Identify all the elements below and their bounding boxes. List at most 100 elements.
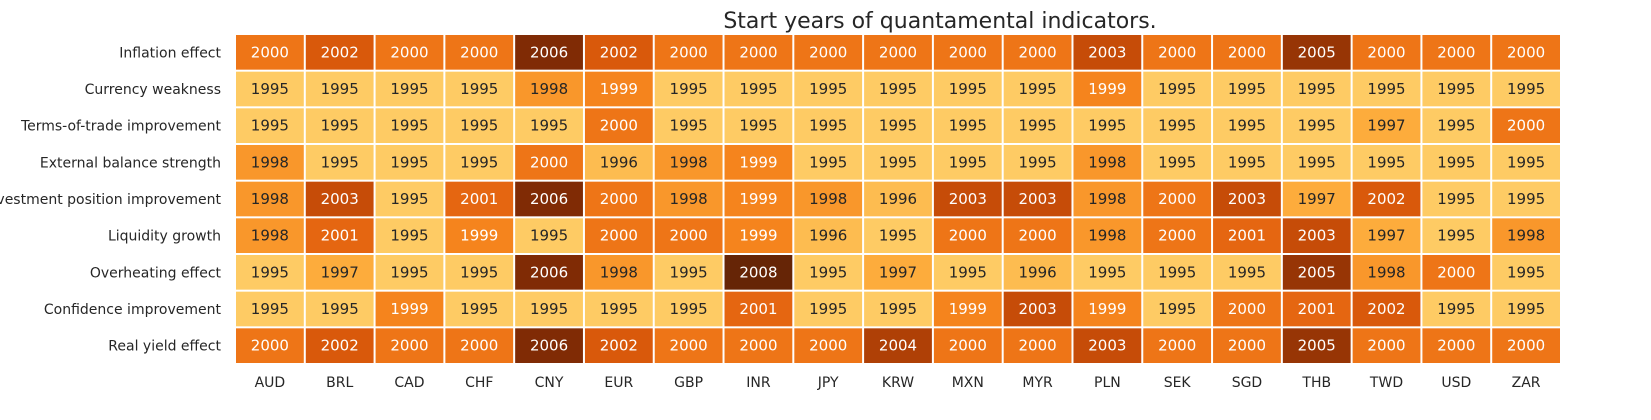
cell-value-label: 2000 <box>460 337 498 355</box>
heatmap-cell <box>1492 145 1560 180</box>
heatmap-cell <box>305 71 374 107</box>
heatmap-cell <box>933 291 1002 327</box>
cell-value-label: 1995 <box>321 153 359 171</box>
heatmap-cell <box>1213 35 1281 70</box>
heatmap-cell <box>1282 181 1351 217</box>
heatmap-cell <box>1003 35 1072 70</box>
heatmap-cell <box>1143 71 1212 107</box>
cell-value-label: 1995 <box>1158 300 1196 318</box>
column-labels: AUD BRL CAD CHF CNY EUR GBP INR JPY KRW MXN MYR PLN S… <box>255 375 1541 391</box>
cell-value-label: 1995 <box>1507 263 1545 281</box>
cell-value-label: 1995 <box>1158 153 1196 171</box>
row-label: External balance strength <box>40 155 221 171</box>
cell-value-label: 1995 <box>670 117 708 135</box>
column-label: MXN <box>952 375 984 391</box>
cell-value-label: 2002 <box>600 43 638 61</box>
heatmap-cell <box>864 35 932 70</box>
heatmap-cell <box>724 328 793 363</box>
heatmap-cell <box>1143 291 1212 327</box>
heatmap-cell <box>445 218 514 253</box>
heatmap-cell <box>584 145 653 180</box>
heatmap-cell <box>305 108 374 143</box>
column-label: KRW <box>882 375 914 391</box>
cell-value-label: 2000 <box>739 43 777 61</box>
heatmap-cell <box>445 71 514 107</box>
heatmap-cell <box>1003 255 1072 290</box>
cell-value-label: 1995 <box>1367 153 1405 171</box>
cell-value-label: 2003 <box>1088 43 1126 61</box>
heatmap-cell <box>515 35 583 70</box>
heatmap-cell <box>445 145 514 180</box>
cell-value-label: 1995 <box>600 300 638 318</box>
cell-value-label: 2002 <box>600 337 638 355</box>
cell-value-label: 1995 <box>460 80 498 98</box>
heatmap-cell <box>584 255 653 290</box>
cell-value-label: 2005 <box>1298 337 1336 355</box>
column-label: JPY <box>817 375 839 391</box>
cell-value-label: 1995 <box>670 300 708 318</box>
cell-value-label: 1997 <box>1298 190 1336 208</box>
cell-value-label: 1995 <box>530 300 568 318</box>
heatmap-cell <box>236 145 304 180</box>
heatmap-cell <box>1282 255 1351 290</box>
heatmap-cell <box>724 71 793 107</box>
heatmap-cell <box>1143 181 1212 217</box>
cell-value-label: 2003 <box>949 190 987 208</box>
heatmap-cell <box>654 108 723 143</box>
heatmap-cell <box>1073 145 1142 180</box>
cell-value-label: 1995 <box>670 263 708 281</box>
cell-value-label: 1995 <box>390 80 428 98</box>
heatmap-cell <box>375 181 444 217</box>
heatmap-cell <box>305 328 374 363</box>
heatmap-cell <box>1422 145 1491 180</box>
heatmap-cell <box>1003 108 1072 143</box>
cell-value-label: 1999 <box>739 227 777 245</box>
cell-value-label: 2000 <box>1228 337 1266 355</box>
cell-value-label: 2000 <box>879 43 917 61</box>
heatmap-cell <box>375 71 444 107</box>
heatmap-cell <box>515 255 583 290</box>
cell-value-label: 1995 <box>251 263 289 281</box>
cell-value-label: 1995 <box>670 80 708 98</box>
heatmap-cell <box>1422 71 1491 107</box>
cell-value-label: 1995 <box>879 300 917 318</box>
cell-value-label: 1995 <box>390 190 428 208</box>
heatmap-cell <box>445 181 514 217</box>
row-label: Real yield effect <box>108 339 221 355</box>
cell-value-label: 2002 <box>1367 300 1405 318</box>
cell-value-label: 2001 <box>460 190 498 208</box>
cell-value-label: 1998 <box>670 190 708 208</box>
cell-value-label: 2000 <box>1158 43 1196 61</box>
heatmap-cell <box>584 108 653 143</box>
heatmap-cell <box>445 35 514 70</box>
cell-value-label: 2006 <box>530 190 568 208</box>
heatmap-cell <box>933 35 1002 70</box>
heatmap-cell <box>515 328 583 363</box>
heatmap-cell <box>1422 35 1491 70</box>
cell-value-label: 1995 <box>251 117 289 135</box>
cell-value-label: 1995 <box>809 263 847 281</box>
heatmap-cell <box>1003 328 1072 363</box>
column-label: SGD <box>1232 375 1263 391</box>
heatmap-cell <box>1352 291 1421 327</box>
heatmap-cell <box>375 291 444 327</box>
cell-value-label: 2000 <box>390 337 428 355</box>
cell-value-label: 1995 <box>739 117 777 135</box>
cell-value-label: 1998 <box>1088 190 1126 208</box>
heatmap-cell <box>305 291 374 327</box>
cell-value-label: 1995 <box>1437 153 1475 171</box>
heatmap-cell <box>1073 181 1142 217</box>
column-label: CHF <box>465 375 493 391</box>
cell-value-label: 1999 <box>390 300 428 318</box>
heatmap-cell <box>1282 108 1351 143</box>
cell-value-label: 1995 <box>809 300 847 318</box>
heatmap-cell <box>584 181 653 217</box>
heatmap-cell <box>1492 108 1560 143</box>
row-labels: Inflation effect Currency weakness Terms-o… <box>0 45 222 354</box>
cell-value-label: 1999 <box>949 300 987 318</box>
cell-value-label: 2005 <box>1298 263 1336 281</box>
cell-value-label: 2000 <box>460 43 498 61</box>
heatmap-cell <box>864 145 932 180</box>
cell-value-label: 1995 <box>1507 153 1545 171</box>
heatmap-cell <box>864 181 932 217</box>
